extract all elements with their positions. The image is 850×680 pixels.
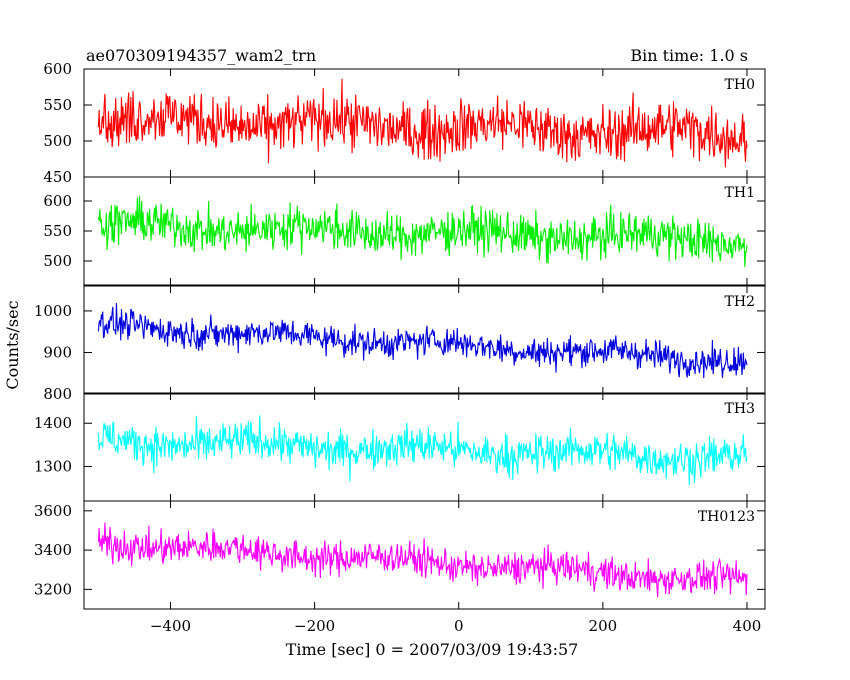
y-tick-label: 600: [43, 60, 72, 78]
y-tick-label: 550: [43, 96, 72, 114]
panel-th3: 1300 1400 TH3: [34, 392, 766, 502]
series-line-th0: [97, 78, 748, 168]
y-tick-label: 3600: [34, 502, 72, 520]
panel-th0: 450 500 550 600 TH0: [43, 60, 766, 186]
panel-th2: 800 900 1000 TH2: [34, 285, 766, 403]
x-axis: −400 −200 0 200 400: [150, 617, 761, 635]
y-tick-label: 500: [43, 132, 72, 150]
y-tick-label: 800: [43, 385, 72, 403]
x-tick-label: −400: [150, 617, 191, 635]
x-axis-title: Time [sec] 0 = 2007/03/09 19:43:57: [286, 640, 579, 659]
series-line-th3: [97, 415, 748, 486]
y-tick-label: 3400: [34, 541, 72, 559]
x-tick-label: 0: [454, 617, 464, 635]
series-label-th0: TH0: [725, 77, 755, 93]
chart-title: ae070309194357_wam2_trn: [86, 46, 316, 65]
panel-frame: [83, 285, 766, 395]
panel-th0123: 3200 3400 3600 TH0123: [34, 500, 766, 610]
series-label-th2: TH2: [725, 294, 755, 310]
y-tick-label: 1300: [34, 457, 72, 475]
x-tick-label: 200: [589, 617, 618, 635]
series-label-th0123: TH0123: [698, 509, 755, 525]
series-line-th2: [97, 303, 748, 379]
panels: 450 500 550 600 TH0 500 550 600 TH1 800 900 1000 TH2…: [34, 60, 766, 610]
x-tick-label: 400: [733, 617, 762, 635]
y-tick-label: 900: [43, 343, 72, 361]
y-tick-label: 550: [43, 222, 72, 240]
y-axis-title: Counts/sec: [3, 300, 22, 389]
y-tick-label: 3200: [34, 580, 72, 598]
y-tick-label: 600: [43, 192, 72, 210]
series-label-th1: TH1: [725, 185, 755, 201]
series-line-th0123: [97, 522, 748, 598]
bin-time-label: Bin time: 1.0 s: [630, 46, 748, 65]
panel-frame: [83, 500, 766, 610]
y-tick-label: 1400: [34, 414, 72, 432]
x-tick-label: −200: [294, 617, 335, 635]
y-tick-label: 500: [43, 252, 72, 270]
y-tick-label: 450: [43, 168, 72, 186]
series-line-th1: [97, 195, 748, 268]
y-tick-label: 1000: [34, 302, 72, 320]
panel-th1: 500 550 600 TH1: [43, 176, 766, 286]
series-label-th3: TH3: [725, 401, 755, 417]
